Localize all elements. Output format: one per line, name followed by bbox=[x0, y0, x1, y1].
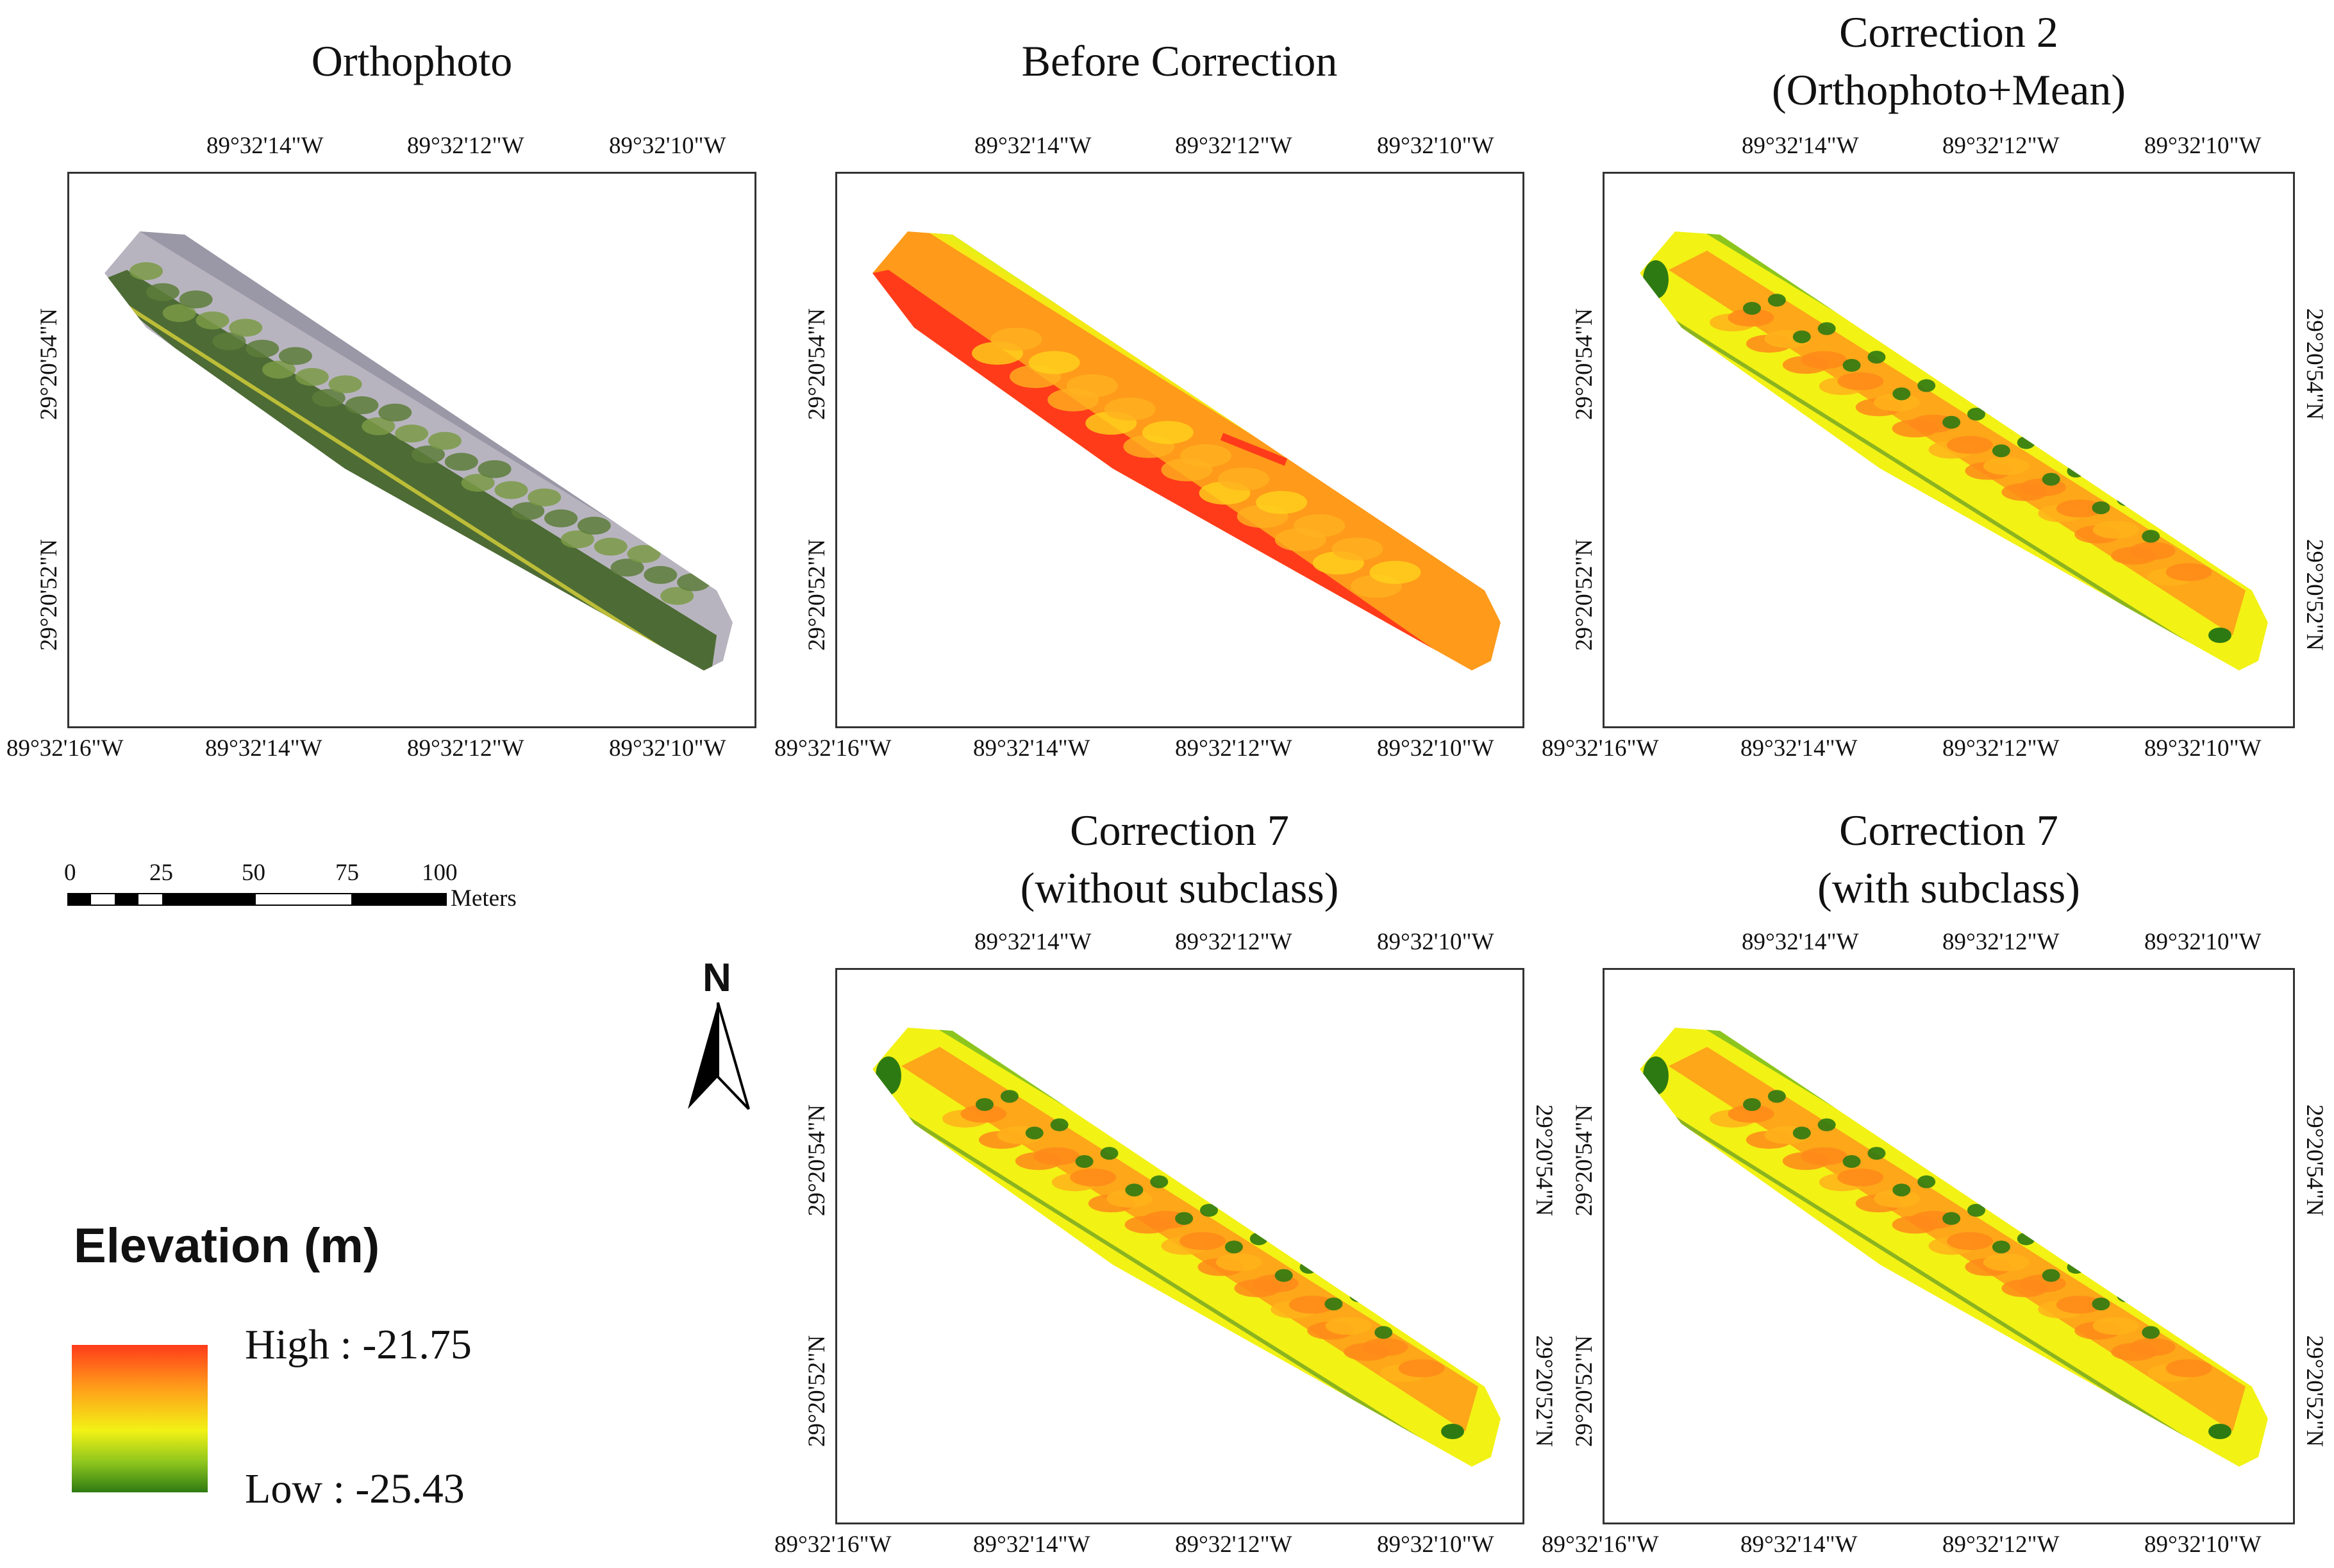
panel-title-orthophoto: Orthophoto bbox=[311, 37, 513, 85]
bottom-tick-label: 89°32'14"W bbox=[1740, 1531, 1858, 1558]
lat-tick-label-left: 29°20'52"N bbox=[804, 538, 830, 651]
lat-tick-label-left: 29°20'52"N bbox=[804, 1335, 830, 1447]
elevation-raster-corr7b bbox=[1640, 1028, 2268, 1467]
bottom-tick-label: 89°32'12"W bbox=[1942, 735, 2060, 762]
map-frame-correction-7-with bbox=[1603, 968, 2295, 1524]
survey-strip bbox=[872, 231, 1501, 671]
lat-tick-label-left: 29°20'52"N bbox=[36, 538, 62, 651]
map-frame-orthophoto bbox=[67, 172, 756, 728]
lat-tick-label-left: 29°20'54"N bbox=[804, 308, 830, 421]
top-tick-label: 89°32'12"W bbox=[1942, 133, 2060, 159]
panel-title-line2: (Orthophoto+Mean) bbox=[1771, 65, 2126, 114]
top-tick-label: 89°32'12"W bbox=[1175, 929, 1292, 955]
scale-label-25: 25 bbox=[149, 860, 173, 886]
panel-title-correction-7-without: Correction 7 (without subclass) bbox=[833, 801, 1526, 917]
scale-bar-graphic bbox=[67, 893, 447, 906]
map-frame-correction-2 bbox=[1603, 172, 2295, 728]
panel-title-correction-7-with: Correction 7 (with subclass) bbox=[1603, 801, 2295, 917]
bottom-tick-label: 89°32'12"W bbox=[407, 735, 524, 762]
bottom-tick-label: 89°32'14"W bbox=[973, 1531, 1090, 1558]
top-tick-label: 89°32'10"W bbox=[2144, 133, 2262, 159]
top-tick-label: 89°32'14"W bbox=[206, 133, 324, 159]
top-tick-label: 89°32'10"W bbox=[1377, 929, 1494, 955]
survey-strip bbox=[104, 231, 733, 671]
bottom-tick-label: 89°32'10"W bbox=[1377, 1531, 1494, 1558]
survey-strip bbox=[1640, 231, 2268, 671]
bottom-tick-label: 89°32'16"W bbox=[774, 735, 892, 762]
scale-label-75: 75 bbox=[335, 860, 359, 886]
scale-bar: 0 25 50 75 100 Meters bbox=[64, 859, 517, 912]
lat-tick-label-right: 29°20'54"N bbox=[2301, 1104, 2328, 1217]
top-tick-label: 89°32'12"W bbox=[1942, 929, 2060, 955]
bottom-tick-label: 89°32'10"W bbox=[2144, 735, 2262, 762]
north-arrow: N bbox=[685, 955, 755, 1115]
legend-low-label: Low : -25.43 bbox=[245, 1465, 465, 1512]
lat-tick-label-left: 29°20'54"N bbox=[1571, 1104, 1597, 1217]
top-tick-label: 89°32'10"W bbox=[609, 133, 726, 159]
bottom-tick-label: 89°32'12"W bbox=[1175, 1531, 1292, 1558]
lat-tick-label-right: 29°20'54"N bbox=[1531, 1104, 1557, 1217]
bottom-tick-label: 89°32'16"W bbox=[6, 735, 124, 762]
map-frame-before-correction bbox=[835, 172, 1524, 728]
top-tick-label: 89°32'14"W bbox=[974, 133, 1092, 159]
lat-tick-label-right: 29°20'52"N bbox=[1531, 1335, 1557, 1447]
lat-tick-label-right: 29°20'52"N bbox=[2301, 538, 2328, 651]
lat-tick-label-left: 29°20'54"N bbox=[1571, 308, 1597, 421]
scale-label-100: 100 bbox=[422, 860, 458, 886]
bottom-tick-label: 89°32'14"W bbox=[973, 735, 1090, 762]
legend-color-ramp bbox=[72, 1345, 208, 1492]
top-tick-label: 89°32'10"W bbox=[1377, 133, 1494, 159]
top-tick-label: 89°32'14"W bbox=[1742, 929, 1859, 955]
panel-title-line2: (with subclass) bbox=[1817, 863, 2080, 912]
lat-tick-label-left: 29°20'52"N bbox=[1571, 1335, 1597, 1447]
elevation-raster-corr7a bbox=[872, 1028, 1501, 1467]
north-arrow-icon bbox=[688, 1002, 750, 1110]
survey-strip bbox=[872, 1028, 1501, 1467]
bottom-tick-label: 89°32'14"W bbox=[1740, 735, 1858, 762]
top-tick-label: 89°32'12"W bbox=[1175, 133, 1292, 159]
legend-title: Elevation (m) bbox=[74, 1219, 380, 1273]
bottom-tick-label: 89°32'12"W bbox=[1175, 735, 1292, 762]
scale-label-50: 50 bbox=[242, 860, 265, 886]
panel-title-line1: Correction 7 bbox=[1839, 806, 2058, 855]
bottom-tick-label: 89°32'16"W bbox=[774, 1531, 892, 1558]
bottom-tick-label: 89°32'12"W bbox=[1942, 1531, 2060, 1558]
panel-title-line2: (without subclass) bbox=[1020, 863, 1339, 912]
panel-title-correction-2: Correction 2 (Orthophoto+Mean) bbox=[1603, 3, 2295, 119]
scale-label-0: 0 bbox=[64, 860, 76, 886]
panel-title-line1: Correction 7 bbox=[1070, 806, 1289, 855]
lat-tick-label-left: 29°20'54"N bbox=[804, 1104, 830, 1217]
top-tick-label: 89°32'14"W bbox=[974, 929, 1092, 955]
elevation-raster-corr2 bbox=[1640, 231, 2268, 671]
bottom-tick-label: 89°32'16"W bbox=[1542, 735, 1659, 762]
panel-title-before-correction: Before Correction bbox=[1021, 37, 1338, 85]
top-tick-label: 89°32'12"W bbox=[407, 133, 524, 159]
lat-tick-label-right: 29°20'54"N bbox=[2301, 308, 2328, 421]
bottom-tick-label: 89°32'10"W bbox=[2144, 1531, 2262, 1558]
scale-unit: Meters bbox=[451, 885, 517, 912]
survey-strip bbox=[1640, 1028, 2268, 1467]
lat-tick-label-right: 29°20'52"N bbox=[2301, 1335, 2328, 1447]
lat-tick-label-left: 29°20'54"N bbox=[36, 308, 62, 421]
panel-title-line1: Correction 2 bbox=[1839, 8, 2058, 56]
bottom-tick-label: 89°32'14"W bbox=[205, 735, 322, 762]
top-tick-label: 89°32'14"W bbox=[1742, 133, 1859, 159]
map-frame-correction-7-without bbox=[835, 968, 1524, 1524]
legend-high-label: High : -21.75 bbox=[245, 1321, 472, 1368]
elevation-raster-before bbox=[872, 231, 1501, 671]
top-tick-label: 89°32'10"W bbox=[2144, 929, 2262, 955]
bottom-tick-label: 89°32'10"W bbox=[609, 735, 726, 762]
bottom-tick-label: 89°32'10"W bbox=[1377, 735, 1494, 762]
elevation-raster-ortho bbox=[104, 231, 733, 671]
bottom-tick-label: 89°32'16"W bbox=[1542, 1531, 1659, 1558]
north-label: N bbox=[703, 956, 731, 1000]
lat-tick-label-left: 29°20'52"N bbox=[1571, 538, 1597, 651]
